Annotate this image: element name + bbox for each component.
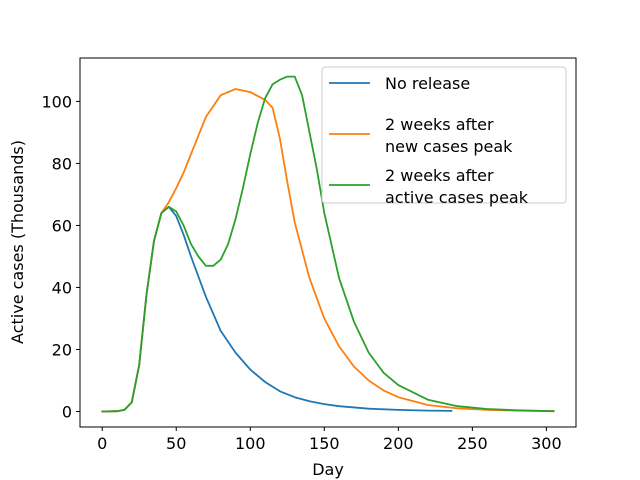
y-tick-label: 40 bbox=[52, 278, 72, 297]
y-tick-label: 80 bbox=[52, 154, 72, 173]
x-tick-label: 50 bbox=[166, 434, 186, 453]
legend: No release 2 weeks after new cases peak 2 w… bbox=[321, 66, 567, 207]
plot-frame bbox=[79, 57, 577, 428]
y-tick-label: 0 bbox=[62, 402, 72, 421]
legend-label-2: 2 weeks after active cases peak bbox=[385, 166, 529, 207]
x-tick-label: 200 bbox=[383, 434, 414, 453]
legend-label-0: No release bbox=[385, 74, 470, 93]
y-axis-label: Active cases (Thousands) bbox=[8, 140, 27, 344]
x-tick-label: 100 bbox=[235, 434, 266, 453]
legend-box bbox=[321, 66, 567, 204]
x-tick-label: 0 bbox=[97, 434, 107, 453]
y-tick-label: 100 bbox=[41, 92, 72, 111]
x-tick-label: 250 bbox=[457, 434, 488, 453]
x-axis-label: Day bbox=[312, 460, 344, 479]
y-tick-label: 60 bbox=[52, 216, 72, 235]
x-tick-label: 300 bbox=[531, 434, 562, 453]
y-tick-label: 20 bbox=[52, 340, 72, 359]
x-ticks: 0 50 100 150 200 250 300 bbox=[97, 427, 562, 453]
legend-label-1: 2 weeks after new cases peak bbox=[385, 115, 513, 156]
series-layer bbox=[101, 75, 555, 413]
x-tick-label: 150 bbox=[309, 434, 340, 453]
series-line-2 bbox=[101, 75, 555, 413]
y-ticks: 0 20 40 60 80 100 bbox=[41, 92, 80, 421]
